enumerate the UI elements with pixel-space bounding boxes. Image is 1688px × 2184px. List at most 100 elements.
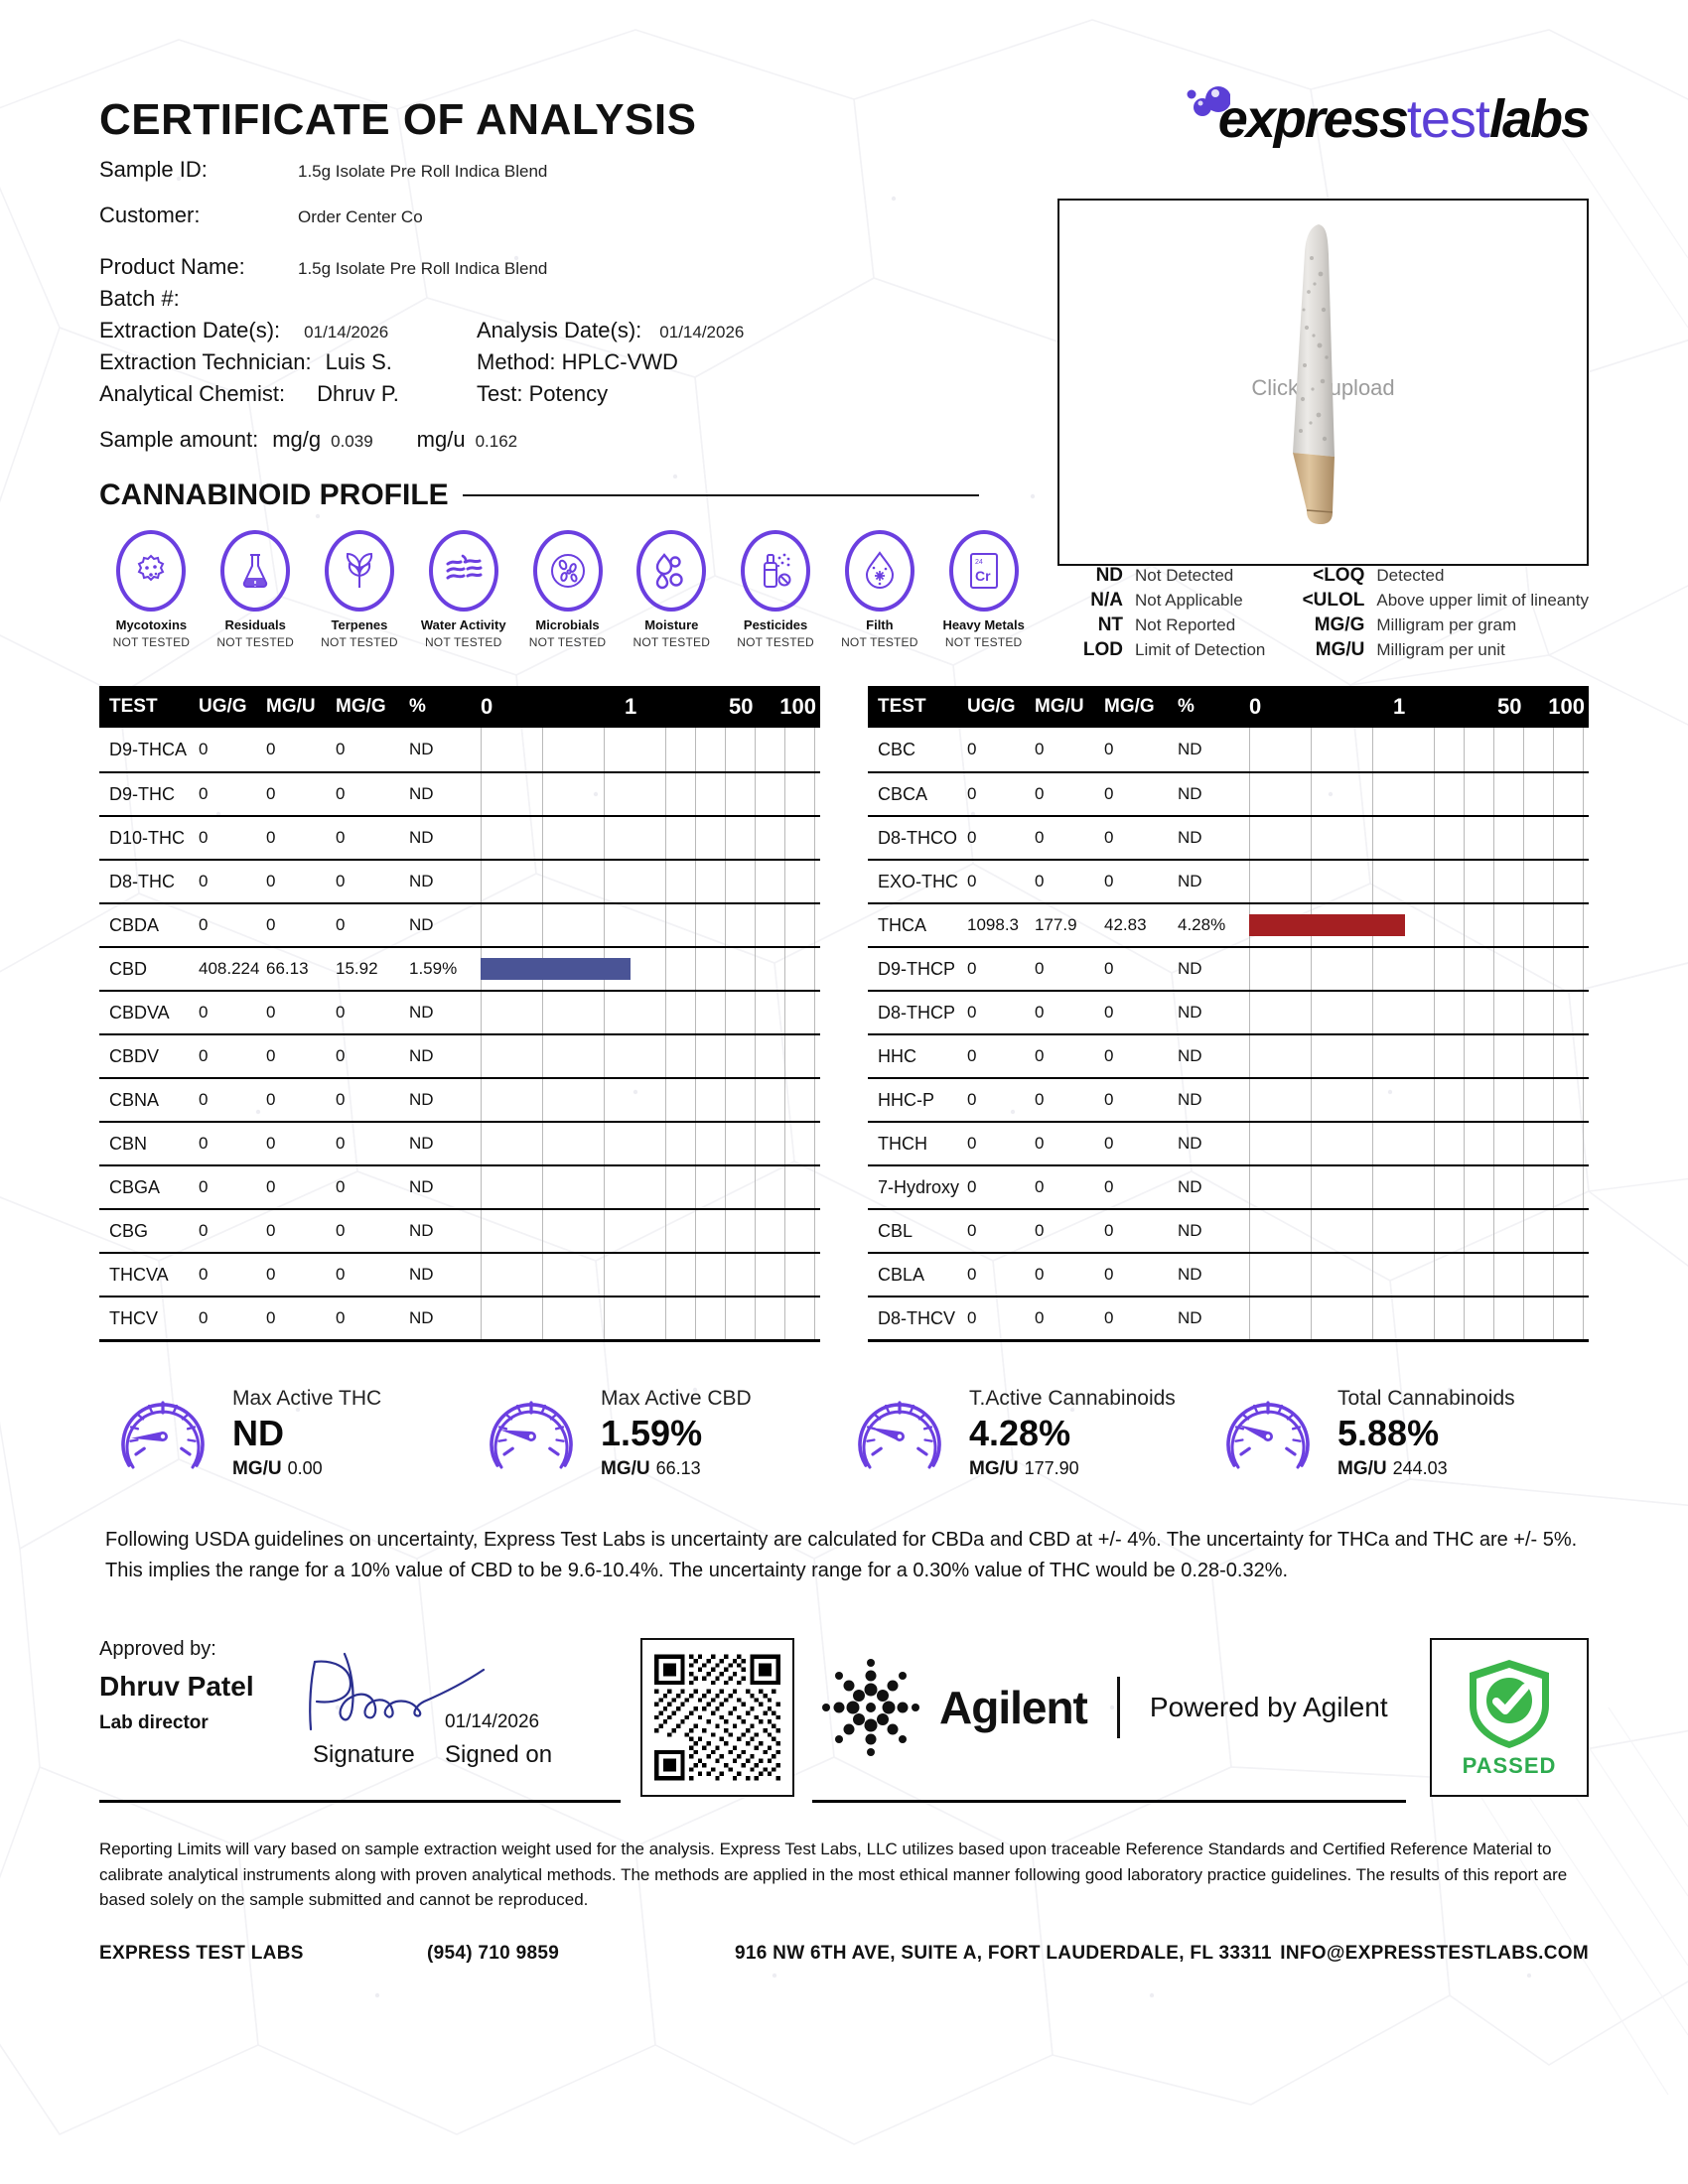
gridline xyxy=(1583,1254,1584,1297)
gridline xyxy=(1523,817,1524,860)
gridline xyxy=(1493,1079,1494,1122)
cell-ugg: 0 xyxy=(199,1265,209,1285)
table-row: D8-THC 0 0 0 ND xyxy=(99,859,820,903)
cell-pct: ND xyxy=(409,1308,434,1328)
gridline xyxy=(604,1035,605,1078)
cell-mgu: 0 xyxy=(266,872,276,891)
cell-pct: ND xyxy=(409,1134,434,1154)
extraction-date-label: Extraction Date(s): xyxy=(99,318,281,343)
test-icon-label: Water Activity xyxy=(420,617,506,633)
footer-email[interactable]: INFO@EXPRESSTESTLABS.COM xyxy=(1280,1942,1589,1964)
cell-pct: 1.59% xyxy=(409,959,458,979)
mgu-value: 0.162 xyxy=(475,432,518,452)
test-icon-terpenes[interactable]: Terpenes NOT TESTED xyxy=(308,530,412,649)
table-body-left: D9-THCA 0 0 0 ND D9-THC 0 0 0 ND D10-THC 0 0 0 ND D8-TH… xyxy=(99,728,820,1343)
gridline xyxy=(1493,1254,1494,1297)
gridline xyxy=(695,1079,696,1122)
method-label: Method: HPLC-VWD xyxy=(477,349,678,375)
cell-test: D9-THCP xyxy=(878,958,956,979)
test-icon-heavy-metals[interactable]: 24 Cr Heavy Metals NOT TESTED xyxy=(931,530,1036,649)
cell-ugg: 0 xyxy=(199,828,209,848)
analytical-chemist-value: Dhruv P. xyxy=(317,381,399,407)
cell-ugg: 0 xyxy=(967,1221,977,1241)
col-header-pct: % xyxy=(409,696,426,718)
col-header-mgu: MG/U xyxy=(1035,696,1084,718)
gridline xyxy=(1553,773,1554,816)
cell-test: CBC xyxy=(878,739,916,759)
bar-chart-cell xyxy=(481,1297,820,1340)
bar-chart-cell xyxy=(481,1254,820,1297)
gridline xyxy=(755,948,756,991)
agilent-powered-by: Powered by Agilent xyxy=(1149,1692,1388,1723)
cell-pct: ND xyxy=(1178,740,1202,759)
bar-chart-cell xyxy=(481,1166,820,1209)
gridline xyxy=(695,904,696,947)
cell-pct: ND xyxy=(1178,1265,1202,1285)
sample-id-value: 1.5g Isolate Pre Roll Indica Blend xyxy=(298,162,548,182)
cell-test: CBLA xyxy=(878,1264,925,1285)
gridline xyxy=(1493,1035,1494,1078)
title-divider xyxy=(462,494,979,497)
table-row: CBD 408.224 66.13 15.92 1.59% xyxy=(99,946,820,991)
gridline xyxy=(1464,1297,1465,1340)
scale-tick: 100 xyxy=(779,694,816,720)
gridline xyxy=(1493,861,1494,903)
gridline xyxy=(1434,948,1435,991)
cell-ugg: 0 xyxy=(199,1221,209,1241)
gridline xyxy=(665,1254,666,1297)
gauge-3: T.Active Cannabinoids 4.28% MG/U 177.90 xyxy=(844,1382,1212,1485)
gridline xyxy=(665,1210,666,1253)
gridline xyxy=(814,1297,815,1340)
gridline xyxy=(1553,1297,1554,1340)
product-image-box[interactable]: Click to upload xyxy=(1057,199,1589,566)
cell-mgu: 0 xyxy=(266,1046,276,1066)
water-icon xyxy=(446,554,483,580)
test-icon-microbials[interactable]: Microbials NOT TESTED xyxy=(515,530,620,649)
gridline xyxy=(1523,1123,1524,1165)
footer-company: EXPRESS TEST LABS xyxy=(99,1942,304,1964)
test-icon-pesticides[interactable]: Pesticides NOT TESTED xyxy=(724,530,828,649)
test-icon-filth[interactable]: Filth NOT TESTED xyxy=(827,530,931,649)
test-icon-residuals[interactable]: Residuals NOT TESTED xyxy=(204,530,308,649)
logo-text-express: express xyxy=(1217,89,1409,149)
cell-ugg: 0 xyxy=(199,1090,209,1110)
cell-mgg: 0 xyxy=(1104,1090,1114,1110)
gridline xyxy=(755,992,756,1034)
cell-test: CBL xyxy=(878,1220,914,1241)
cell-test: D8-THC xyxy=(109,871,175,891)
gridline xyxy=(1464,1123,1465,1165)
gridline xyxy=(1464,1254,1465,1297)
gridline xyxy=(1434,904,1435,947)
legend-row: NT Not Reported xyxy=(1057,614,1265,639)
gridline xyxy=(1249,861,1250,903)
test-icon-moisture[interactable]: Moisture NOT TESTED xyxy=(620,530,724,649)
cell-pct: ND xyxy=(1178,828,1202,848)
gridline xyxy=(665,861,666,903)
cell-mgu: 0 xyxy=(1035,1265,1045,1285)
cell-mgg: 0 xyxy=(336,740,346,759)
cell-ugg: 0 xyxy=(967,1134,977,1154)
gridline xyxy=(784,773,785,816)
legend-abbr: <ULOL xyxy=(1302,590,1365,612)
test-icon-water-activity[interactable]: Water Activity NOT TESTED xyxy=(411,530,515,649)
gridline xyxy=(695,1123,696,1165)
cell-ugg: 0 xyxy=(199,1308,209,1328)
chromium-icon-circle: 24 Cr xyxy=(948,530,1019,613)
cell-ugg: 0 xyxy=(199,1003,209,1023)
test-icon-mycotoxins[interactable]: Mycotoxins NOT TESTED xyxy=(99,530,204,649)
col-header-test: TEST xyxy=(878,696,926,718)
flask-icon xyxy=(243,554,268,589)
cannabinoid-profile-title: CANNABINOID PROFILE xyxy=(99,478,449,512)
scale-tick: 100 xyxy=(1548,694,1585,720)
gridline xyxy=(725,1210,726,1253)
gridline xyxy=(1372,728,1373,772)
gridline xyxy=(1311,1079,1312,1122)
gridline xyxy=(1583,992,1584,1034)
signed-on-label: Signed on xyxy=(445,1741,553,1769)
gridline xyxy=(755,904,756,947)
gridline xyxy=(814,1166,815,1209)
bar-chart-cell xyxy=(481,1123,820,1165)
qr-code[interactable] xyxy=(640,1638,794,1798)
gridline xyxy=(542,861,543,903)
table-row: THCV 0 0 0 ND xyxy=(99,1296,820,1340)
